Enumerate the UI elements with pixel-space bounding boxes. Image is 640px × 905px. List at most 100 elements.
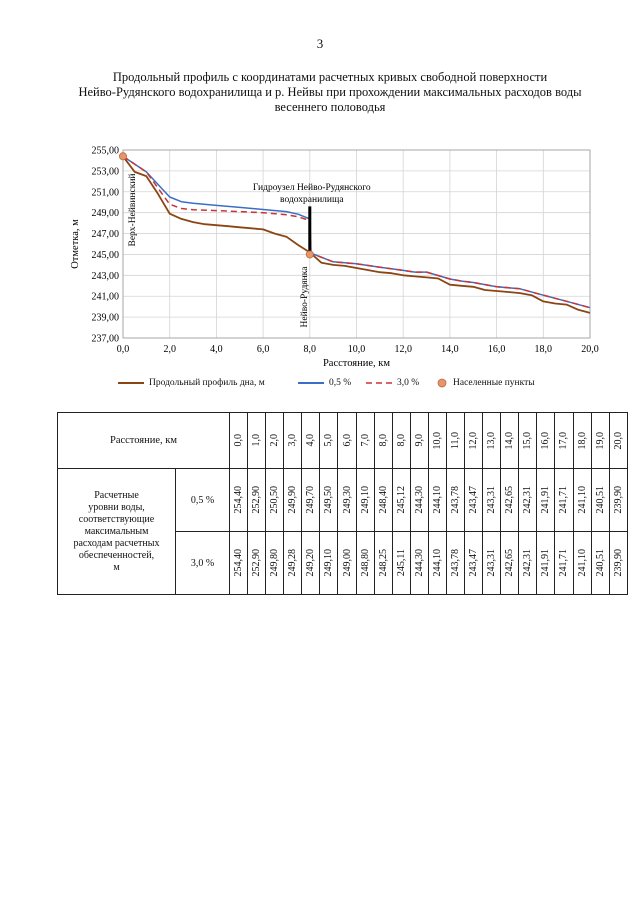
distance-cell: 7,0 — [355, 412, 375, 469]
value-cell: 249,10 — [319, 531, 339, 595]
value-cell: 241,71 — [554, 468, 574, 532]
y-tick-label: 241,00 — [92, 292, 120, 303]
value-cell: 252,90 — [247, 468, 267, 532]
distance-cell: 8,0 — [391, 412, 411, 469]
value-cell: 243,47 — [464, 531, 484, 595]
distance-cell: 16,0 — [536, 412, 556, 469]
distance-cell: 12,0 — [464, 412, 484, 469]
value-cell: 242,65 — [500, 468, 520, 532]
row-label-30: 3,0 % — [174, 531, 231, 595]
value-cell: 248,80 — [355, 531, 375, 595]
value-cell: 240,51 — [590, 468, 610, 532]
value-cell: 249,50 — [319, 468, 339, 532]
distance-cell: 14,0 — [500, 412, 520, 469]
annotation-dam-line-2: водохранилища — [280, 195, 344, 205]
distance-cell: 5,0 — [319, 412, 339, 469]
distance-cell: 18,0 — [572, 412, 592, 469]
value-cell: 243,78 — [445, 531, 466, 595]
value-cell: 240,51 — [590, 531, 610, 595]
x-tick-label: 12,0 — [394, 344, 412, 355]
distance-cell: 8,0 — [373, 412, 393, 469]
row-group-label: Расчетные уровни воды, соответствующие м… — [57, 468, 176, 595]
x-axis-label: Расстояние, км — [323, 358, 390, 369]
x-tick-label: 16,0 — [488, 344, 506, 355]
table-row-05: Расчетные уровни воды, соответствующие м… — [57, 468, 629, 595]
series-line-0 — [122, 155, 591, 314]
value-cell: 243,31 — [482, 468, 502, 532]
row-label-05: 0,5 % — [174, 468, 231, 532]
value-cell: 254,40 — [229, 531, 249, 595]
page-number: 3 — [316, 36, 324, 51]
value-cell: 242,65 — [500, 531, 520, 595]
annotation-dam-line-1: Гидроузел Нейво-Рудянского — [253, 182, 371, 193]
distance-cell: 10,0 — [427, 412, 447, 469]
distance-cell: 11,0 — [445, 412, 466, 469]
x-tick-label: 18,0 — [535, 344, 553, 355]
x-tick-label: 14,0 — [441, 344, 459, 355]
value-cell: 248,25 — [373, 531, 393, 595]
y-tick-label: 237,00 — [92, 334, 120, 345]
distance-cell: 0,0 — [229, 412, 249, 469]
legend-item-settlements: Населенные пункты — [436, 375, 535, 391]
value-cell: 244,10 — [427, 531, 447, 595]
legend-item-bed: Продольный профиль дна, м — [118, 375, 265, 391]
y-axis-label: Отметка, м — [70, 219, 81, 269]
distance-cell: 4,0 — [301, 412, 321, 469]
profile-chart: 0,0 2,0 4,0 6,0 8,0 10,0 12,0 14,0 16,0 18,0 20,0 2… — [70, 146, 599, 370]
y-tick-label: 249,00 — [92, 208, 120, 219]
y-tick-label: 255,00 — [92, 146, 120, 157]
y-tick-label: 253,00 — [92, 166, 120, 177]
value-cell: 249,20 — [301, 531, 321, 595]
value-cell: 249,90 — [283, 468, 303, 532]
legend-line-05 — [298, 382, 324, 384]
value-cell: 254,40 — [229, 468, 249, 532]
y-tick-label: 243,00 — [92, 271, 120, 282]
value-cell: 241,71 — [554, 531, 574, 595]
water-levels-table: Расстояние, км 0,0 1,0 2,0 3,0 4,0 5,0 6… — [56, 412, 629, 595]
legend-item-05: 0,5 % — [298, 375, 351, 391]
y-tick-label: 251,00 — [92, 187, 120, 198]
table-row-30: 3,0 % 254,40 252,90 249,80 249,28 249,20… — [58, 531, 629, 595]
value-cell: 239,90 — [608, 531, 629, 595]
value-cell: 241,10 — [572, 468, 592, 532]
chart-legend: Продольный профиль дна, м 0,5 % 3,0 % На… — [118, 375, 558, 391]
annotation-verkh-neyvinsky: Верх-Нейвинский — [127, 173, 138, 246]
y-tick-label: 245,00 — [92, 250, 120, 261]
value-cell: 245,11 — [391, 531, 411, 595]
value-cell: 249,10 — [355, 468, 375, 532]
value-cell: 242,31 — [518, 468, 538, 532]
distance-cell: 17,0 — [554, 412, 574, 469]
value-cell: 245,12 — [391, 468, 411, 532]
settlement-marker-icon — [437, 378, 447, 388]
distance-cell: 3,0 — [283, 412, 303, 469]
legend-label-bed: Продольный профиль дна, м — [149, 378, 265, 388]
distance-cell: 2,0 — [265, 412, 285, 469]
value-cell: 243,31 — [482, 531, 502, 595]
distance-cell: 13,0 — [482, 412, 502, 469]
title-line-1: Продольный профиль с координатами расчет… — [112, 70, 548, 84]
legend-label-05: 0,5 % — [329, 378, 352, 388]
x-tick-label: 8,0 — [304, 344, 317, 355]
table-header-row: Расстояние, км 0,0 1,0 2,0 3,0 4,0 5,0 6… — [56, 412, 629, 469]
table-header-label: Расстояние, км — [56, 412, 231, 469]
settlement-point — [305, 250, 314, 259]
title-line-3: весеннего половодья — [274, 100, 386, 114]
series-line-1 — [122, 155, 591, 309]
value-cell: 239,90 — [608, 468, 629, 532]
x-tick-label: 10,0 — [348, 344, 366, 355]
legend-label-settlements: Населенные пункты — [453, 378, 535, 388]
y-tick-label: 247,00 — [92, 229, 120, 240]
value-cell: 248,40 — [373, 468, 393, 532]
distance-cell: 15,0 — [518, 412, 538, 469]
value-cell: 249,70 — [301, 468, 321, 532]
value-cell: 244,10 — [427, 468, 447, 532]
distance-cell: 19,0 — [590, 412, 610, 469]
settlement-point — [119, 152, 128, 161]
title-line-2: Нейво-Рудянского водохранилища и р. Нейв… — [78, 85, 582, 99]
value-cell: 249,80 — [265, 531, 285, 595]
annotation-neyvo-rudyanka: Нейво-Рудянка — [299, 266, 310, 328]
x-tick-label: 0,0 — [117, 344, 130, 355]
legend-item-30: 3,0 % — [366, 375, 419, 391]
x-tick-label: 2,0 — [163, 344, 176, 355]
value-cell: 249,28 — [283, 531, 303, 595]
